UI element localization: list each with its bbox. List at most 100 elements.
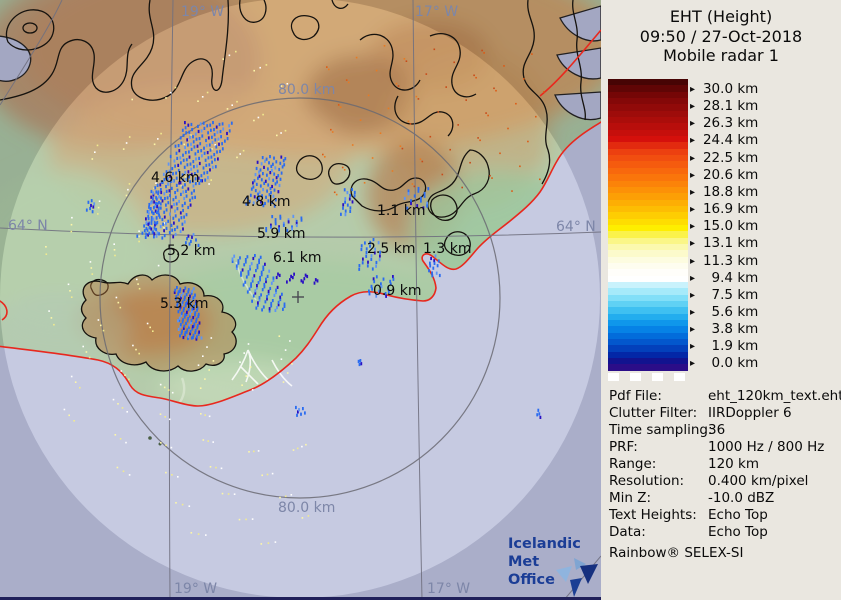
lon-label-17w-bottom: 17° W [427, 581, 471, 597]
out-of-range-shade [0, 0, 601, 600]
scale-tick: ▸ 9.4 km [690, 269, 758, 286]
scale-band [608, 136, 688, 143]
lat-label-64n-right: 64° N [556, 219, 596, 235]
echo-height-label: 4.8 km [242, 194, 291, 210]
lat-label-64n-left: 64° N [8, 218, 48, 234]
tick-arrow-icon: ▸ [690, 101, 696, 113]
metadata-value: 120 km [708, 456, 760, 472]
echo-height-label: 1.3 km [423, 241, 472, 257]
tick-arrow-icon: ▸ [690, 341, 696, 353]
scale-band [608, 117, 688, 124]
scale-band [608, 320, 688, 327]
tick-arrow-icon: ▸ [690, 135, 696, 147]
metadata-value: Echo Top [708, 524, 768, 540]
tick-unit: km [733, 81, 759, 97]
tick-arrow-icon: ▸ [690, 255, 696, 267]
scale-band [608, 79, 688, 86]
scale-tick: ▸ 20.6 km [690, 166, 758, 183]
tick-unit: km [733, 115, 759, 132]
metadata-label: Pdf File: [609, 388, 662, 404]
scale-band [608, 91, 688, 99]
metadata-label: Range: [609, 456, 657, 472]
scale-band [608, 351, 688, 359]
scale-tick: ▸ 16.9 km [690, 201, 758, 217]
coastline-red [0, 29, 601, 407]
contour-lines [0, 0, 586, 446]
radar-map-canvas [0, 0, 601, 600]
tick-value: 20.6 [702, 166, 734, 183]
metadata-row: Pdf File: eht_120km_text.eht [609, 388, 841, 404]
tick-arrow-icon: ▸ [690, 169, 696, 181]
tick-unit: km [733, 338, 759, 355]
echo-height-label: 0.9 km [373, 283, 422, 299]
tick-value: 7.5 [711, 286, 734, 303]
clutter-speckles [45, 45, 545, 545]
tick-value: 24.4 [702, 132, 734, 149]
imo-logo-text-line2: Office [508, 572, 555, 588]
tick-arrow-icon: ▸ [690, 358, 696, 370]
scale-band [608, 193, 688, 200]
scale-band [608, 186, 688, 194]
metadata-label: Data: [609, 524, 646, 540]
scale-band [608, 205, 688, 213]
scale-tick: ▸ 1.9 km [690, 338, 759, 355]
imo-logo-text-line1: Icelandic Met [508, 536, 581, 570]
tick-arrow-icon: ▸ [690, 272, 696, 284]
tick-unit: km [733, 286, 759, 303]
scale-band [608, 85, 688, 92]
precipitation-echoes [85, 121, 542, 419]
metadata-row: Min Z: -10.0 dBZ [609, 490, 839, 506]
scale-band [608, 313, 688, 321]
scale-band [608, 110, 688, 118]
echo-height-label: 1.1 km [377, 203, 426, 219]
tick-value: 15.0 [702, 218, 734, 235]
scale-band [608, 199, 688, 206]
scale-tick: ▸ 5.6 km [690, 304, 758, 320]
imo-pinwheel-icon [556, 558, 598, 597]
height-color-scale [608, 79, 688, 371]
metadata-label: Time sampling: [609, 422, 713, 438]
tick-value: 0.0 [711, 355, 734, 372]
scale-tick: ▸ 22.5 km [690, 149, 759, 166]
map-bottom-strip [0, 597, 601, 600]
scale-band [608, 174, 688, 181]
metadata-value: Echo Top [708, 507, 768, 523]
scale-tick: ▸ 7.5 km [690, 286, 759, 303]
echo-height-label: 6.1 km [273, 250, 322, 266]
scale-band [608, 129, 688, 137]
metadata-label: Resolution: [609, 473, 685, 489]
tick-value: 13.1 [702, 235, 734, 252]
tick-unit: km [733, 218, 759, 235]
tick-arrow-icon: ▸ [690, 186, 696, 198]
scale-band [608, 256, 688, 263]
metadata-label: PRF: [609, 439, 638, 455]
scale-tick: ▸ 26.3 km [690, 115, 759, 132]
scale-band [608, 142, 688, 149]
metadata-row: PRF: 1000 Hz / 800 Hz [609, 439, 839, 455]
scale-band [608, 123, 688, 130]
tick-value: 3.8 [711, 321, 734, 338]
sea-inlets [0, 5, 601, 121]
tick-value: 28.1 [702, 98, 734, 115]
metadata-row: Resolution: 0.400 km/pixel [609, 473, 839, 489]
radar-name: Mobile radar 1 [663, 46, 779, 65]
software-brand: Rainbow® SELEX-SI [609, 545, 744, 561]
tick-value: 11.3 [702, 252, 734, 269]
range-ring-80km [99, 97, 501, 499]
echo-height-label: 5.9 km [257, 226, 306, 242]
scale-tick: ▸ 3.8 km [690, 321, 758, 338]
scale-band [608, 339, 688, 346]
lon-label-17w-top: 17° W [415, 4, 459, 20]
metadata-value: -10.0 dBZ [708, 490, 775, 506]
imo-logo: Icelandic Met Office [508, 535, 601, 589]
metadata-label: Min Z: [609, 490, 652, 506]
scale-band [608, 148, 688, 156]
echo-height-label: 4.6 km [151, 170, 200, 186]
scale-band [608, 345, 688, 352]
scale-band [608, 212, 688, 219]
tick-value: 9.4 [711, 269, 734, 286]
tick-unit: km [733, 149, 759, 166]
tick-arrow-icon: ▸ [690, 289, 696, 301]
tick-value: 22.5 [702, 149, 734, 166]
